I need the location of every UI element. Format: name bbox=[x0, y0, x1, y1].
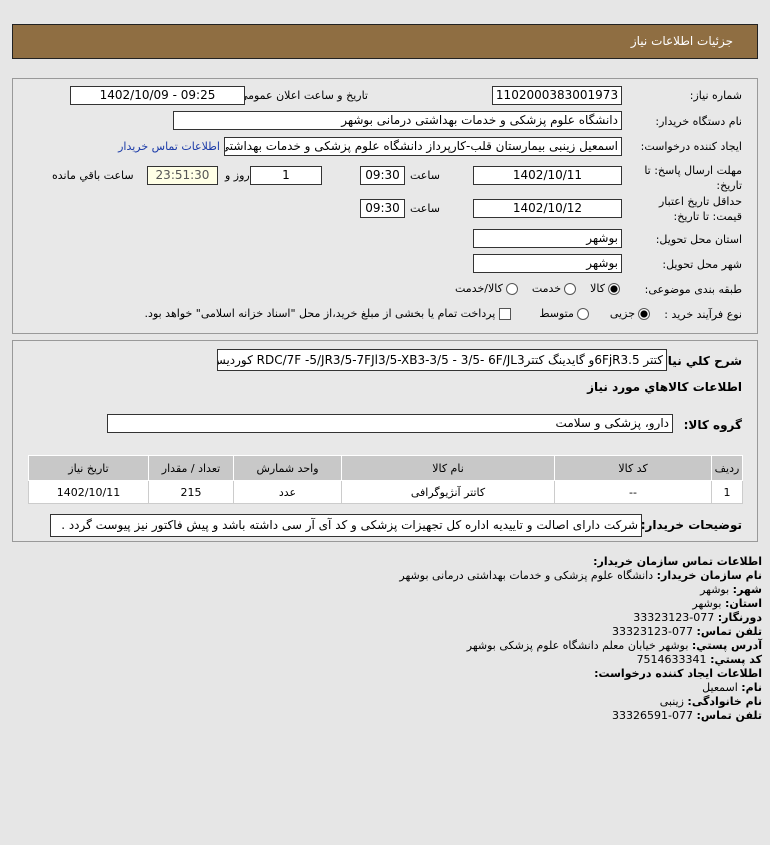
process-option-medium[interactable]: متوسط bbox=[539, 307, 589, 320]
treasury-checkbox-option[interactable]: پرداخت تمام یا بخشی از مبلغ خرید،از محل … bbox=[145, 307, 512, 320]
cell-date: 1402/10/11 bbox=[28, 480, 149, 504]
radio-icon[interactable] bbox=[564, 283, 577, 295]
need-number-field[interactable]: 1102000383001973 bbox=[492, 86, 622, 105]
creator-field[interactable]: اسمعیل زینبی بیمارستان قلب-کارپرداز دانش… bbox=[224, 137, 622, 156]
days-field: 1 bbox=[250, 166, 322, 185]
radio-icon[interactable] bbox=[576, 308, 589, 320]
category-radio-group: کالا خدمت کالا/خدمت bbox=[455, 282, 620, 295]
buyer-contact-section: اطلاعات تماس سازمان خریدار: نام سازمان خ… bbox=[399, 555, 762, 723]
city-label: شهر محل تحویل: bbox=[662, 258, 742, 271]
announce-field[interactable]: 1402/10/09 - 09:25 bbox=[70, 86, 245, 105]
col-unit: واحد شمارش bbox=[233, 455, 342, 481]
process-label: نوع فرآیند خرید : bbox=[664, 308, 742, 321]
category-option-goods[interactable]: کالا bbox=[590, 282, 620, 295]
validity-label-2: قیمت: تا تاریخ: bbox=[673, 210, 742, 223]
contact-title: اطلاعات تماس سازمان خریدار: bbox=[593, 555, 762, 568]
creator-family: نام خانوادگی: زینبی bbox=[659, 695, 762, 708]
creator-phone: تلفن تماس: 077-33326591 bbox=[612, 709, 762, 722]
category-label: طبقه بندی موضوعی: bbox=[644, 283, 742, 296]
notes-field: شرکت دارای اصالت و تاییدیه اداره کل تجهی… bbox=[50, 514, 642, 537]
province-label: استان محل تحویل: bbox=[655, 233, 742, 246]
summary-field: کتتر 6FjR3.5و گایدینگ کتترRDC/7F -5/JR3/… bbox=[217, 349, 667, 371]
validity-label: حداقل تاریخ اعتبار bbox=[658, 195, 742, 208]
group-field: دارو، پزشکی و سلامت bbox=[107, 414, 673, 433]
radio-icon[interactable] bbox=[505, 283, 518, 295]
buyer-org-label: نام دستگاه خریدار: bbox=[655, 115, 742, 128]
validity-time-field[interactable]: 09:30 bbox=[360, 199, 405, 218]
col-date: تاریخ نیاز bbox=[28, 455, 149, 481]
buyer-contact-link[interactable]: اطلاعات تماس خریدار bbox=[118, 140, 220, 153]
buyer-org-field[interactable]: دانشگاه علوم پزشکی و خدمات بهداشتی درمان… bbox=[173, 111, 622, 130]
remaining-time-field: 23:51:30 bbox=[147, 166, 218, 185]
col-qty: تعداد / مقدار bbox=[148, 455, 234, 481]
validity-time-label: ساعت bbox=[410, 202, 440, 215]
contact-phone: تلفن تماس: 077-33323123 bbox=[612, 625, 762, 638]
process-option-minor[interactable]: جزیی bbox=[610, 307, 650, 320]
col-row: ردیف bbox=[711, 455, 743, 481]
contact-city: شهر: بوشهر bbox=[700, 583, 762, 596]
creator-name: نام: اسمعیل bbox=[702, 681, 762, 694]
cell-qty: 215 bbox=[148, 480, 234, 504]
page-header: جزئیات اطلاعات نیاز bbox=[12, 24, 758, 59]
city-field[interactable]: بوشهر bbox=[473, 254, 622, 273]
goods-info-title: اطلاعات کالاهاي مورد نياز bbox=[587, 380, 742, 394]
table-row: 1 -- کاتتر آنژیوگرافی عدد 215 1402/10/11 bbox=[28, 480, 743, 504]
deadline-date-field[interactable]: 1402/10/11 bbox=[473, 166, 622, 185]
contact-fax: دورنگار: 077-33323123 bbox=[633, 611, 762, 624]
deadline-label: مهلت ارسال پاسخ: تا bbox=[644, 164, 742, 177]
cell-row: 1 bbox=[711, 480, 743, 504]
contact-address: آدرس پستي: بوشهر خیابان معلم دانشگاه علو… bbox=[466, 639, 762, 652]
contact-postal: کد پستي: 7514633341 bbox=[636, 653, 762, 666]
process-radio-group: جزیی متوسط پرداخت تمام یا بخشی از مبلغ خ… bbox=[145, 307, 650, 320]
cell-code: -- bbox=[554, 480, 712, 504]
validity-date-field[interactable]: 1402/10/12 bbox=[473, 199, 622, 218]
summary-label: شرح کلي نیاز: bbox=[656, 354, 742, 368]
radio-selected-icon[interactable] bbox=[638, 308, 650, 320]
col-name: نام کالا bbox=[341, 455, 555, 481]
cell-unit: عدد bbox=[233, 480, 342, 504]
category-option-both[interactable]: کالا/خدمت bbox=[455, 282, 518, 295]
group-label: گروه کالا: bbox=[683, 418, 742, 432]
checkbox-icon[interactable] bbox=[499, 308, 512, 320]
province-field[interactable]: بوشهر bbox=[473, 229, 622, 248]
days-label: روز و bbox=[225, 169, 250, 182]
announce-label: تاریخ و ساعت اعلان عمومی: bbox=[235, 89, 368, 102]
deadline-label-2: تاریخ: bbox=[716, 179, 742, 192]
deadline-time-field[interactable]: 09:30 bbox=[360, 166, 405, 185]
need-number-label: شماره نیاز: bbox=[689, 89, 742, 102]
radio-selected-icon[interactable] bbox=[608, 283, 620, 295]
col-code: کد کالا bbox=[554, 455, 712, 481]
contact-province: استان: بوشهر bbox=[692, 597, 762, 610]
cell-name: کاتتر آنژیوگرافی bbox=[341, 480, 555, 504]
contact-org: نام سازمان خریدار: دانشگاه علوم پزشکی و … bbox=[399, 569, 762, 582]
creator-title: اطلاعات ایجاد کننده درخواست: bbox=[594, 667, 762, 680]
deadline-time-label: ساعت bbox=[410, 169, 440, 182]
remaining-label: ساعت باقي مانده bbox=[52, 169, 134, 182]
table-header-row: ردیف کد کالا نام کالا واحد شمارش تعداد /… bbox=[28, 455, 743, 481]
goods-table: ردیف کد کالا نام کالا واحد شمارش تعداد /… bbox=[28, 455, 743, 504]
category-option-service[interactable]: خدمت bbox=[532, 282, 577, 295]
goods-panel bbox=[12, 340, 758, 542]
notes-label: توضیحات خریدار: bbox=[640, 518, 742, 532]
creator-label: ایجاد کننده درخواست: bbox=[640, 140, 742, 153]
